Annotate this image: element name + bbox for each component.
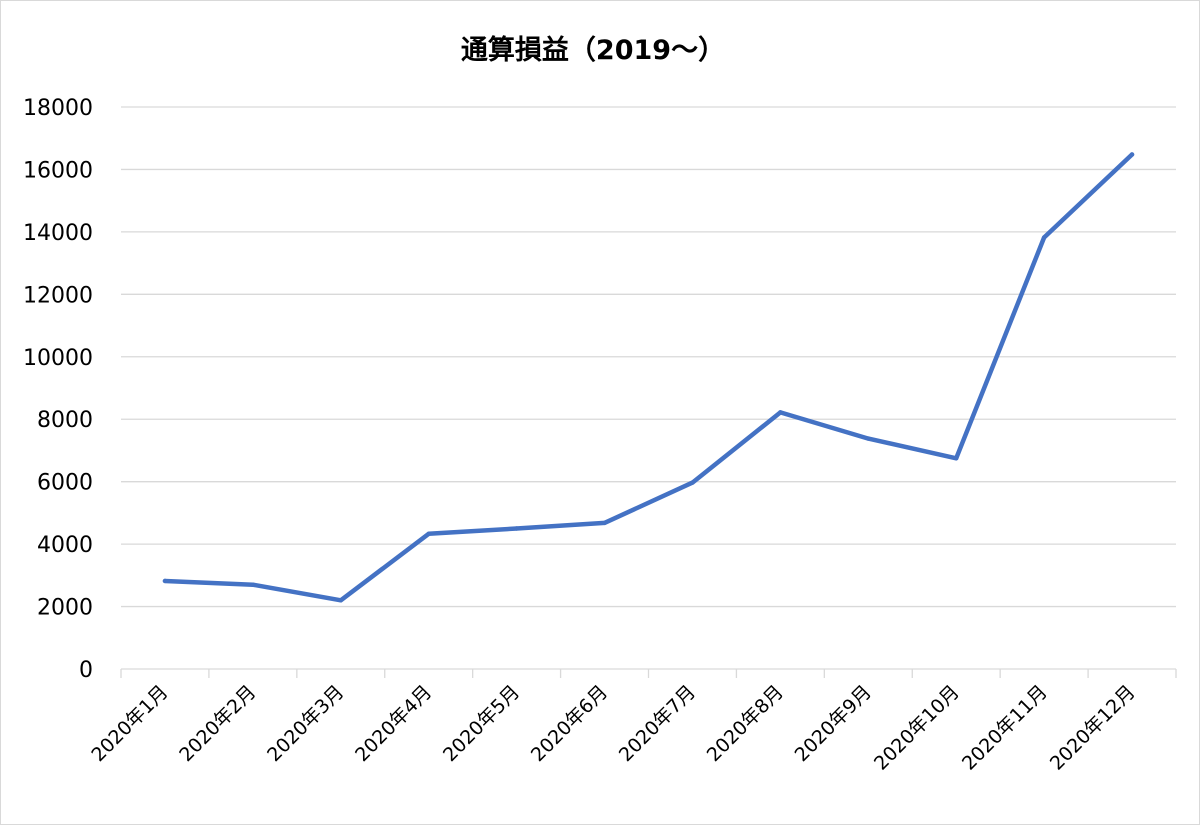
- data-point: [690, 480, 695, 485]
- gridlines: [121, 106, 1176, 608]
- data-point: [1129, 152, 1135, 157]
- x-tick-label: 2020年5月: [439, 681, 524, 766]
- x-axis: [120, 668, 1177, 678]
- x-axis-labels: 2020年1月 2020年2月 2020年3月 2020年4月 2020年5月 2020年…: [87, 681, 1139, 775]
- x-tick-label: 2020年4月: [351, 681, 436, 766]
- y-tick-label: 18000: [23, 96, 93, 121]
- data-point: [250, 582, 256, 587]
- y-tick-label: 16000: [23, 158, 93, 183]
- series-line: [162, 152, 1135, 603]
- x-tick-label: 2020年6月: [527, 681, 612, 766]
- data-point: [954, 456, 959, 461]
- data-point: [338, 598, 343, 603]
- x-tick-label: 2020年2月: [175, 681, 260, 766]
- data-point: [1041, 235, 1047, 240]
- y-tick-label: 12000: [23, 283, 93, 308]
- data-point: [866, 436, 871, 441]
- x-tick-label: 2020年8月: [703, 681, 788, 766]
- y-axis-labels: 0 2000 4000 6000 8000 10000 12000 14000 16000 180…: [23, 96, 93, 683]
- data-point: [602, 520, 607, 526]
- series-layer: [162, 152, 1135, 603]
- data-point: [426, 531, 431, 537]
- y-tick-label: 0: [79, 658, 93, 683]
- y-tick-label: 6000: [37, 471, 93, 496]
- y-tick-label: 2000: [37, 596, 93, 621]
- data-point: [778, 410, 783, 415]
- y-tick-label: 8000: [37, 408, 93, 433]
- y-tick-label: 14000: [23, 221, 93, 246]
- data-point: [162, 578, 168, 584]
- x-tick-label: 2020年11月: [958, 681, 1052, 775]
- data-point: [514, 526, 519, 531]
- x-tick-label: 2020年3月: [263, 681, 348, 766]
- chart-title: 通算損益（2019〜）: [461, 34, 725, 66]
- x-tick-label: 2020年10月: [870, 681, 964, 775]
- y-tick-label: 10000: [23, 346, 93, 371]
- y-tick-label: 4000: [37, 533, 93, 558]
- x-tick-label: 2020年1月: [87, 681, 172, 766]
- x-tick-label: 2020年12月: [1046, 681, 1140, 775]
- x-tick-label: 2020年7月: [615, 681, 700, 766]
- x-tick-label: 2020年9月: [791, 681, 876, 766]
